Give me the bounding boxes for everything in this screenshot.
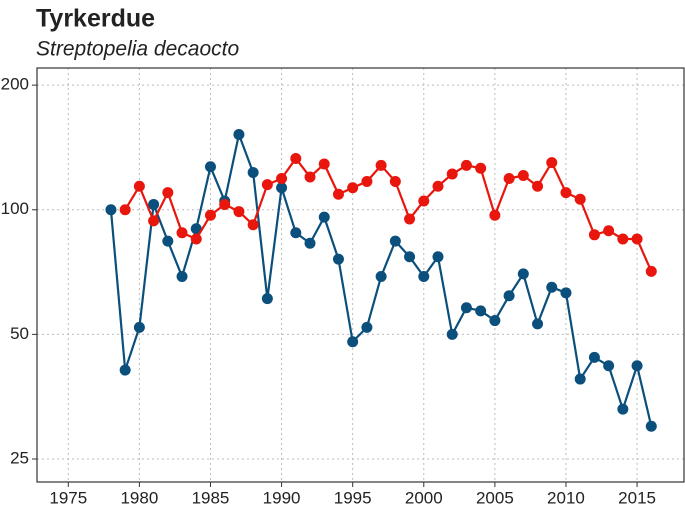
point	[332, 188, 344, 200]
point	[574, 193, 586, 205]
point	[375, 159, 387, 171]
point	[404, 251, 416, 263]
point	[489, 209, 501, 221]
point	[347, 182, 359, 194]
point	[105, 204, 117, 216]
point	[190, 223, 202, 235]
point	[176, 227, 188, 239]
point	[219, 198, 231, 210]
point	[432, 251, 444, 263]
point	[204, 161, 216, 173]
point	[276, 182, 288, 194]
point	[247, 167, 259, 179]
point	[645, 420, 657, 432]
point	[318, 211, 330, 223]
x-tick-label: 1980	[120, 488, 158, 507]
point	[475, 305, 487, 317]
y-tick-label: 200	[1, 75, 29, 94]
point	[361, 176, 373, 188]
point	[546, 281, 558, 293]
point	[617, 403, 629, 415]
point	[247, 219, 259, 231]
point	[162, 235, 174, 247]
point	[418, 270, 430, 282]
point	[261, 293, 273, 305]
x-tick-label: 1975	[49, 488, 87, 507]
point	[560, 187, 572, 199]
point	[517, 169, 529, 181]
point	[119, 364, 131, 376]
point	[432, 180, 444, 192]
point	[233, 128, 245, 140]
point	[148, 215, 160, 227]
point	[204, 209, 216, 221]
point	[304, 237, 316, 249]
point	[603, 360, 615, 372]
point	[290, 152, 302, 164]
point	[517, 268, 529, 280]
y-tick-label: 100	[1, 199, 29, 218]
x-tick-label: 2015	[618, 488, 656, 507]
point	[503, 290, 515, 302]
point	[176, 270, 188, 282]
x-tick-label: 2005	[476, 488, 514, 507]
point	[233, 206, 245, 218]
point	[603, 225, 615, 237]
point	[389, 176, 401, 188]
point	[418, 195, 430, 207]
point	[460, 159, 472, 171]
point	[162, 187, 174, 199]
x-tick-label: 2010	[547, 488, 585, 507]
point	[588, 351, 600, 363]
point	[617, 233, 629, 245]
point	[532, 180, 544, 192]
chart-subtitle: Streptopelia decaocto	[36, 38, 239, 61]
point	[290, 227, 302, 239]
point	[446, 168, 458, 180]
point	[574, 373, 586, 385]
chart-title: Tyrkerdue	[36, 5, 155, 33]
line	[124, 156, 653, 272]
point	[190, 233, 202, 245]
point	[119, 204, 131, 216]
point	[460, 302, 472, 314]
point	[276, 172, 288, 184]
point	[261, 179, 273, 191]
plot-frame	[36, 67, 685, 483]
point	[332, 253, 344, 265]
point	[361, 321, 373, 333]
point	[631, 360, 643, 372]
point	[560, 287, 572, 299]
x-tick-label: 1995	[334, 488, 372, 507]
point	[148, 198, 160, 210]
point	[475, 162, 487, 174]
x-tick-label: 1990	[263, 488, 301, 507]
point	[532, 318, 544, 330]
point	[446, 328, 458, 340]
point	[304, 171, 316, 183]
point	[375, 270, 387, 282]
point	[318, 158, 330, 170]
point	[133, 180, 145, 192]
point	[133, 321, 145, 333]
point	[546, 157, 558, 169]
point	[404, 213, 416, 225]
x-tick-label: 1985	[192, 488, 230, 507]
y-tick-label: 50	[10, 324, 29, 343]
point	[347, 336, 359, 348]
x-tick-label: 2000	[405, 488, 443, 507]
point	[489, 315, 501, 327]
point	[588, 229, 600, 241]
point	[645, 265, 657, 277]
point	[389, 235, 401, 247]
y-tick-label: 25	[10, 449, 29, 468]
point	[631, 233, 643, 245]
point	[503, 172, 515, 184]
